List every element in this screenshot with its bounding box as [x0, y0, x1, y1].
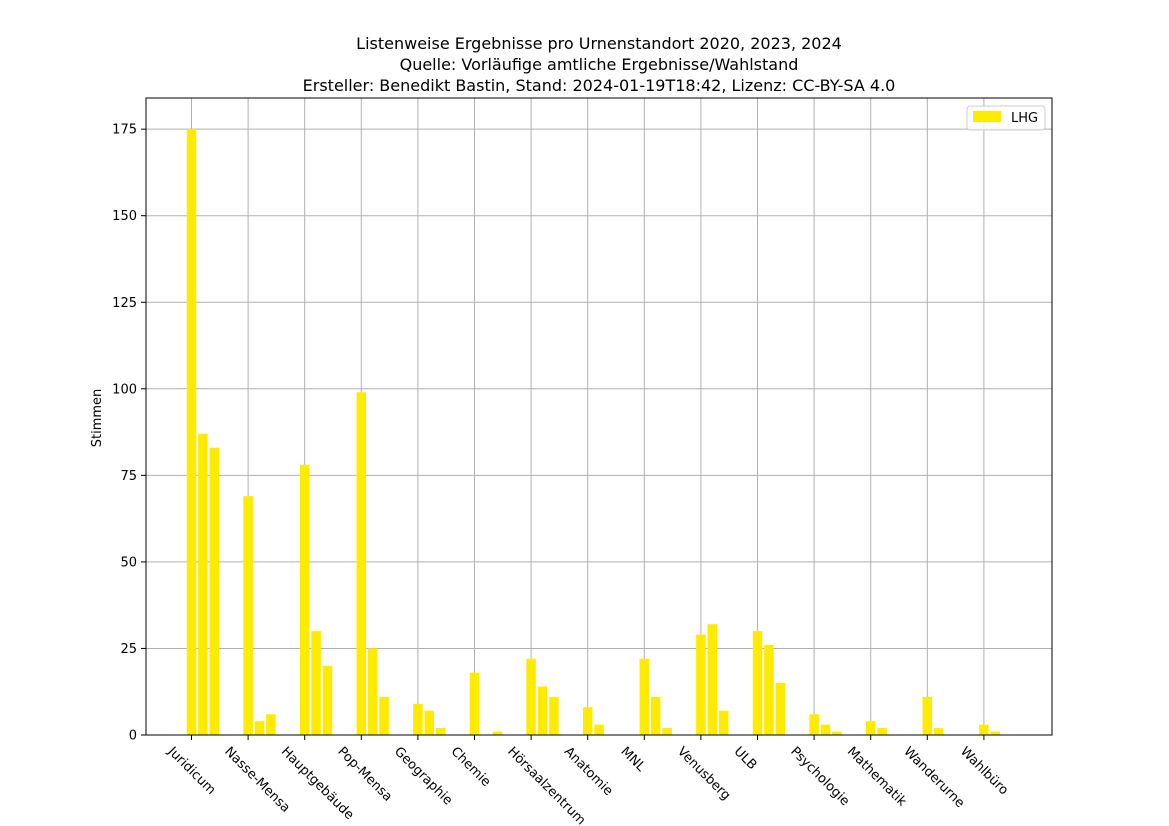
x-tick-label-anatomie: Anatomie [561, 744, 616, 799]
bar-mathematik-2020 [865, 721, 876, 735]
y-tick-label-50: 50 [120, 555, 137, 570]
bar-h-rsaalzentrum-2024 [549, 696, 559, 735]
bar-ulb-2024 [775, 683, 786, 735]
x-tick-label-venusberg: Venusberg [674, 744, 733, 803]
x-tick-label-juridicum: Juridicum [164, 744, 218, 798]
bar-h-rsaalzentrum-2023 [537, 686, 548, 735]
bar-chemie-2020 [469, 672, 480, 735]
bar-geographie-2024 [435, 728, 446, 735]
bar-juridicum-2020 [186, 129, 197, 736]
bar-wanderurne-2020 [922, 696, 933, 735]
bar-juridicum-2024 [209, 447, 220, 735]
bar-mnl-2023 [650, 696, 661, 735]
title-line-1: Listenweise Ergebnisse pro Urnenstandort… [356, 34, 842, 53]
bar-h-rsaalzentrum-2020 [526, 658, 536, 735]
bar-mnl-2024 [662, 728, 672, 735]
title-line-3: Ersteller: Benedikt Bastin, Stand: 2024-… [303, 76, 896, 95]
bar-hauptgeb-ude-2024 [322, 665, 333, 735]
x-tick-label-psychologie: Psychologie [787, 744, 852, 809]
bar-juridicum-2023 [198, 433, 208, 735]
bar-wahlb-ro-2023 [990, 731, 1001, 735]
bars [186, 129, 1001, 736]
grid [146, 98, 1052, 736]
bar-pop-mensa-2020 [356, 392, 367, 735]
bar-wanderurne-2023 [933, 728, 944, 735]
bar-ulb-2023 [764, 644, 774, 735]
y-tick-label-25: 25 [120, 642, 137, 657]
bar-chemie-2024 [492, 731, 503, 735]
x-tick-label-pop-mensa: Pop-Mensa [334, 744, 394, 804]
y-tick-label-175: 175 [112, 123, 137, 138]
bar-ulb-2020 [752, 631, 763, 735]
bar-venusberg-2020 [696, 634, 706, 735]
bar-anatomie-2023 [594, 724, 604, 735]
y-tick-label-0: 0 [129, 729, 137, 744]
y-tick-label-150: 150 [112, 209, 137, 224]
bar-mathematik-2023 [877, 728, 887, 735]
x-tick-label-geographie: Geographie [391, 744, 455, 808]
bar-pop-mensa-2024 [379, 696, 389, 735]
x-tick-label-mnl: MNL [617, 744, 648, 775]
legend-swatch [973, 111, 1001, 122]
bar-venusberg-2023 [707, 624, 718, 735]
bar-nasse-mensa-2023 [254, 721, 265, 735]
legend: LHG [966, 105, 1046, 131]
y-tick-label-75: 75 [120, 469, 137, 484]
x-tick-label-ulb: ULB [731, 744, 760, 773]
bar-wahlb-ro-2020 [979, 724, 989, 735]
bar-geographie-2020 [413, 703, 423, 735]
bar-psychologie-2020 [809, 714, 819, 735]
bar-anatomie-2020 [582, 707, 593, 735]
title-line-2: Quelle: Vorläufige amtliche Ergebnisse/W… [400, 55, 799, 74]
bar-pop-mensa-2023 [367, 648, 378, 735]
bar-venusberg-2024 [718, 710, 729, 735]
bar-hauptgeb-ude-2023 [311, 631, 321, 735]
y-axis-label: Stimmen [90, 389, 105, 448]
y-tick-label-100: 100 [112, 382, 137, 397]
x-tick-label-wahlb-ro: Wahlbüro [957, 744, 1011, 798]
plot-frame [145, 97, 1053, 736]
chart-title: Listenweise Ergebnisse pro Urnenstandort… [303, 34, 896, 95]
bar-mnl-2020 [639, 658, 650, 735]
y-tick-label-125: 125 [112, 296, 137, 311]
x-tick-label-mathematik: Mathematik [844, 744, 910, 810]
bar-hauptgeb-ude-2020 [299, 464, 310, 735]
bar-nasse-mensa-2020 [243, 496, 253, 735]
bar-psychologie-2024 [832, 731, 842, 735]
bar-geographie-2023 [424, 710, 435, 735]
bar-nasse-mensa-2024 [266, 714, 276, 735]
bar-psychologie-2023 [820, 724, 831, 735]
x-tick-label-chemie: Chemie [448, 744, 494, 790]
legend-label: LHG [1011, 111, 1038, 126]
